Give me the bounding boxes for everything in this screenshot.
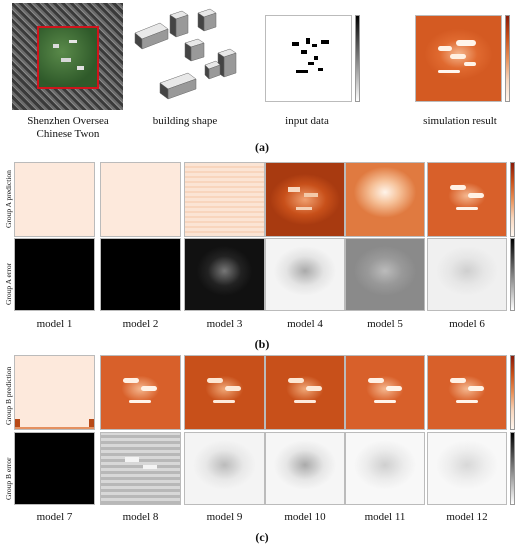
- input-data-colorbar: [355, 15, 360, 102]
- group-b-prediction-model-11: [345, 355, 425, 430]
- group-a-prediction-model-4: [265, 162, 345, 237]
- group-b-prediction-model-9: [184, 355, 265, 430]
- model-label-6: model 6: [449, 318, 485, 330]
- input-data-image: [265, 15, 352, 102]
- model-label-2: model 2: [122, 318, 159, 330]
- model-label-10: model 10: [284, 511, 326, 523]
- group-b-error-model-8: [100, 432, 181, 505]
- group-a-error-model-3: [184, 238, 265, 311]
- building-shape-render: [134, 8, 237, 100]
- panel-label-a: (a): [255, 140, 269, 154]
- caption-building-shape: building shape: [152, 115, 218, 127]
- group-a-prediction-colorbar: [510, 162, 515, 237]
- group-a-prediction-model-5: [345, 162, 425, 237]
- model-label-3: model 3: [206, 318, 243, 330]
- group-a-error-colorbar: [510, 238, 515, 311]
- model-label-12: model 12: [446, 511, 488, 523]
- group-a-error-model-2: [100, 238, 181, 311]
- model-label-11: model 11: [364, 511, 406, 523]
- row-label-group-a-prediction: Group A prediction: [4, 170, 13, 228]
- simulation-result-image: [415, 15, 502, 102]
- group-b-error-colorbar: [510, 432, 515, 505]
- row-label-group-b-prediction: Group B prediction: [4, 366, 13, 425]
- row-label-group-a-error: Group A error: [4, 262, 13, 305]
- group-b-prediction-model-12: [427, 355, 507, 430]
- group-b-prediction-model-7: [14, 355, 95, 430]
- model-label-5: model 5: [367, 318, 403, 330]
- caption-satellite-line1: Shenzhen Oversea: [27, 115, 109, 127]
- satellite-highlight-box: [37, 26, 99, 89]
- model-label-7: model 7: [36, 511, 73, 523]
- group-b-error-model-12: [427, 432, 507, 505]
- group-a-error-model-1: [14, 238, 95, 311]
- caption-satellite-line2: Chinese Twon: [36, 128, 100, 140]
- model-label-9: model 9: [206, 511, 243, 523]
- panel-label-c: (c): [255, 530, 269, 544]
- caption-input-data: input data: [285, 115, 329, 127]
- group-a-error-model-5: [345, 238, 425, 311]
- group-b-prediction-colorbar: [510, 355, 515, 430]
- row-label-group-b-error: Group B error: [4, 457, 13, 501]
- group-b-error-model-11: [345, 432, 425, 505]
- model-label-4: model 4: [287, 318, 323, 330]
- group-b-error-model-7: [14, 432, 95, 505]
- simulation-result-colorbar: [505, 15, 510, 102]
- caption-simulation-result: simulation result: [423, 115, 497, 127]
- group-a-error-model-6: [427, 238, 507, 311]
- group-b-error-model-10: [265, 432, 345, 505]
- panel-label-b: (b): [254, 337, 270, 351]
- group-b-prediction-model-10: [265, 355, 345, 430]
- group-a-prediction-model-6: [427, 162, 507, 237]
- group-b-error-model-9: [184, 432, 265, 505]
- model-label-8: model 8: [122, 511, 159, 523]
- group-a-prediction-model-3: [184, 162, 265, 237]
- model-label-1: model 1: [36, 318, 73, 330]
- group-a-error-model-4: [265, 238, 345, 311]
- group-b-prediction-model-8: [100, 355, 181, 430]
- satellite-image: [12, 3, 123, 110]
- group-a-prediction-model-1: [14, 162, 95, 237]
- group-a-prediction-model-2: [100, 162, 181, 237]
